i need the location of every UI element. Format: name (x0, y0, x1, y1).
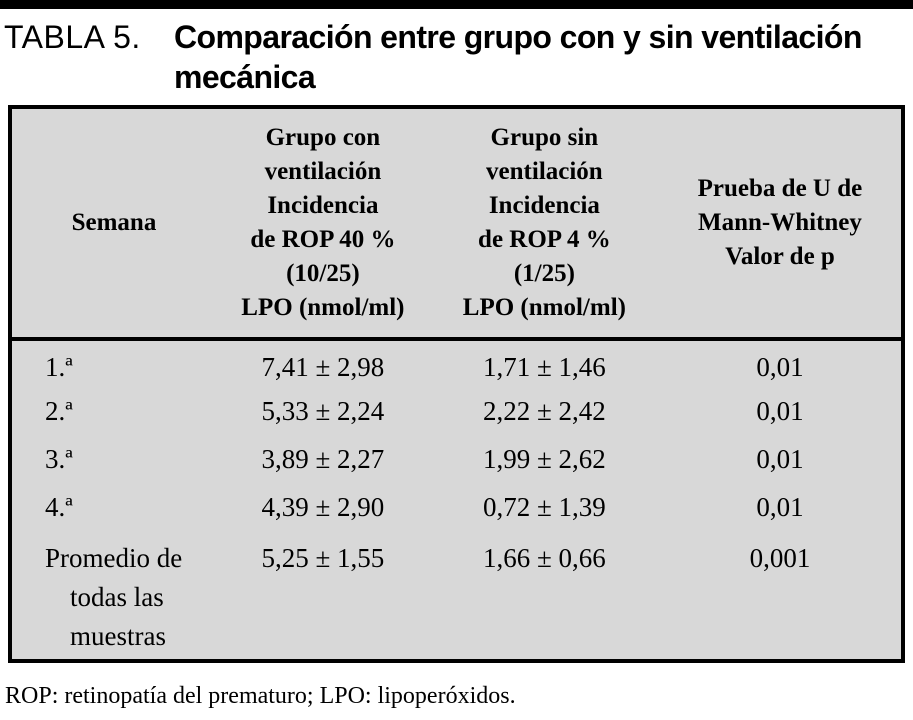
cell-grupo-sin: 2,22 ± 2,42 (482, 395, 606, 426)
table-header: Semana Grupo con ventilación Incidencia … (10, 107, 903, 341)
cell-semana: 2.ª (45, 395, 73, 426)
table-title-text: Comparación entre grupo con y sin ventil… (174, 19, 862, 95)
top-rule (0, 0, 913, 9)
cell-semana: Promedio de todas las muestras (45, 543, 183, 651)
table-row: Promedio de todas las muestras 5,25 ± 1,… (10, 531, 903, 661)
table-footnote: ROP: retinopatía del prematuro; LPO: lip… (5, 683, 516, 709)
table-row: 1.ª 7,41 ± 2,98 1,71 ± 1,46 0,01 (10, 339, 903, 387)
cell-p-value: 0,01 (756, 395, 804, 426)
cell-grupo-con: 3,89 ± 2,27 (261, 443, 385, 474)
cell-grupo-con: 5,33 ± 2,24 (261, 395, 385, 426)
column-header-grupo-con: Grupo con ventilación Incidencia de ROP … (215, 107, 430, 341)
cell-grupo-con: 7,41 ± 2,98 (261, 351, 385, 382)
cell-grupo-con: 4,39 ± 2,90 (261, 491, 385, 522)
cell-grupo-sin: 1,66 ± 0,66 (482, 543, 606, 573)
header-row: Semana Grupo con ventilación Incidencia … (10, 107, 903, 341)
table-row: 2.ª 5,33 ± 2,24 2,22 ± 2,42 0,01 (10, 387, 903, 435)
column-header-semana: Semana (10, 107, 216, 341)
table-row: 4.ª 4,39 ± 2,90 0,72 ± 1,39 0,01 (10, 483, 903, 531)
column-header-grupo-sin: Grupo sin ventilación Incidencia de ROP … (429, 107, 659, 341)
cell-grupo-con: 5,25 ± 1,55 (261, 543, 385, 573)
comparison-table: Semana Grupo con ventilación Incidencia … (8, 105, 905, 663)
cell-grupo-sin: 1,71 ± 1,46 (482, 351, 606, 382)
table-number-label: TABLA 5. (4, 19, 141, 55)
table-body: 1.ª 7,41 ± 2,98 1,71 ± 1,46 0,01 2.ª 5,3… (10, 339, 903, 661)
cell-semana: 3.ª (45, 443, 73, 474)
table-row: 3.ª 3,89 ± 2,27 1,99 ± 2,62 0,01 (10, 435, 903, 483)
cell-semana: 1.ª (45, 351, 73, 382)
cell-semana: 4.ª (45, 491, 73, 522)
table-title: TABLA 5. Comparación entre grupo con y s… (4, 17, 909, 97)
cell-p-value: 0,01 (756, 351, 804, 382)
column-header-prueba: Prueba de U de Mann-Whitney Valor de p (658, 107, 903, 341)
cell-p-value: 0,001 (749, 543, 811, 573)
cell-grupo-sin: 1,99 ± 2,62 (482, 443, 606, 474)
cell-grupo-sin: 0,72 ± 1,39 (482, 491, 606, 522)
cell-p-value: 0,01 (756, 491, 804, 522)
cell-p-value: 0,01 (756, 443, 804, 474)
